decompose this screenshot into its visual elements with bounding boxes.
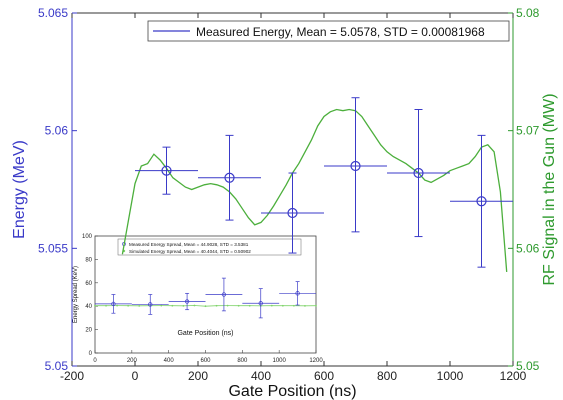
inset-measured-point [168,292,206,311]
x-tick-label: 800 [377,369,397,383]
x-tick-label: 0 [132,369,139,383]
inset-simulated-point [171,304,174,307]
inset-simulated-point [215,304,218,307]
inset-legend-label-simulated: Simulated Energy Spread, Mean = 40.4044,… [129,249,251,254]
x-tick-label: 1000 [437,369,464,383]
inset-simulated-point [127,304,130,307]
energy-data-point [135,146,198,195]
inset-chart: 0 200 400 600 800 1000 1200 0 20 40 60 80 100 Gate Po… [62,228,326,378]
inset-measured-marker [148,302,153,307]
inset-y-tick-label: 100 [82,234,93,240]
inset-simulated-point [281,304,284,307]
main-chart: -200 0 200 400 600 800 1000 12005.055.0555.065.… [11,6,558,400]
inset-measured-marker [111,301,116,307]
energy-data-point [450,134,513,268]
energy-data-point [198,134,261,221]
inset-x-axis-label: Gate Position (ns) [177,330,233,337]
y-axis-right-label: RF Signal in the Gun (MW) [541,93,558,285]
inset-measured-point [205,277,243,312]
inset-x-tick-label: 1200 [309,358,323,364]
y-right-tick-label: 5.06 [516,241,540,255]
y-right-tick-label: 5.08 [516,6,540,20]
inset-measured-marker [184,299,190,304]
inset-legend-box [117,238,302,256]
inset-simulated-point [116,304,118,307]
energy-data-point [261,172,324,254]
inset-y-tick-label: 80 [85,257,92,263]
energy-marker [476,196,487,207]
inset-simulated-point [293,304,295,307]
inset-simulated-point [304,304,306,307]
inset-legend-label-measured: Measured Energy Spread, Mean = 44.9028, … [129,242,249,247]
inset-measured-marker [221,292,227,297]
y-right-tick-label: 5.07 [516,124,540,138]
energy-data-point [387,108,450,238]
inset-x-tick-label: 600 [200,358,211,364]
inset-measured-point [242,288,280,319]
x-tick-label: 400 [251,369,271,383]
x-tick-label: 200 [188,369,208,383]
inset-simulated-point [237,304,240,307]
main-legend-label: Measured Energy, Mean = 5.0578, STD = 0.… [196,25,485,39]
energy-marker [287,207,298,219]
inset-measured-marker [295,291,300,296]
inset-y-tick-label: 20 [85,328,92,334]
y-left-tick-label: 5.065 [38,6,68,20]
inset-measured-marker [258,301,263,306]
x-tick-label: 1200 [500,369,527,383]
inset-y-axis-label: Energy Spread (KeV) [73,266,79,323]
inset-simulated-point [226,304,229,307]
y-right-tick-label: 5.05 [516,359,540,373]
inset-simulated-point [315,304,317,307]
y-left-tick-label: 5.06 [45,124,69,138]
inset-y-tick-label: 60 [85,281,92,287]
inset-x-tick-label: 200 [127,358,138,364]
y-left-tick-label: 5.05 [45,359,69,373]
energy-marker [161,165,172,176]
energy-marker [350,160,361,172]
inset-simulated-point [138,304,141,307]
inset-x-tick-label: 1000 [272,358,286,364]
x-axis-label: Gate Position (ns) [228,383,356,400]
y-axis-left-label: Energy (MeV) [11,140,28,239]
inset-y-tick-label: 0 [89,351,93,357]
energy-marker [413,167,424,179]
x-tick-label: -200 [60,369,84,383]
inset-measured-point [279,281,316,306]
inset-x-tick-label: 800 [237,358,248,364]
inset-simulated-point [248,304,251,307]
inset-y-tick-label: 40 [85,304,92,310]
main-legend: Measured Energy, Mean = 5.0578, STD = 0.… [147,20,510,42]
energy-marker [224,172,235,183]
inset-measured-point [131,294,169,315]
inset-simulated-point [182,304,185,307]
main-legend-box [147,20,510,42]
inset-measured-point [95,294,132,314]
inset-simulated-point [193,304,196,307]
inset-legend: Measured Energy Spread, Mean = 44.9028, … [117,238,302,256]
rf-signal-line [121,108,508,272]
inset-simulated-point [204,305,207,308]
inset-simulated-point [94,304,96,307]
inset-simulated-point [270,304,273,307]
inset-x-tick-label: 400 [164,358,175,364]
inset-simulated-point [105,304,107,307]
inset-simulated-point [160,304,163,307]
inset-x-tick-label: 0 [93,358,97,364]
y-left-tick-label: 5.055 [38,241,68,255]
energy-data-point [324,97,387,233]
x-tick-label: 600 [314,369,334,383]
